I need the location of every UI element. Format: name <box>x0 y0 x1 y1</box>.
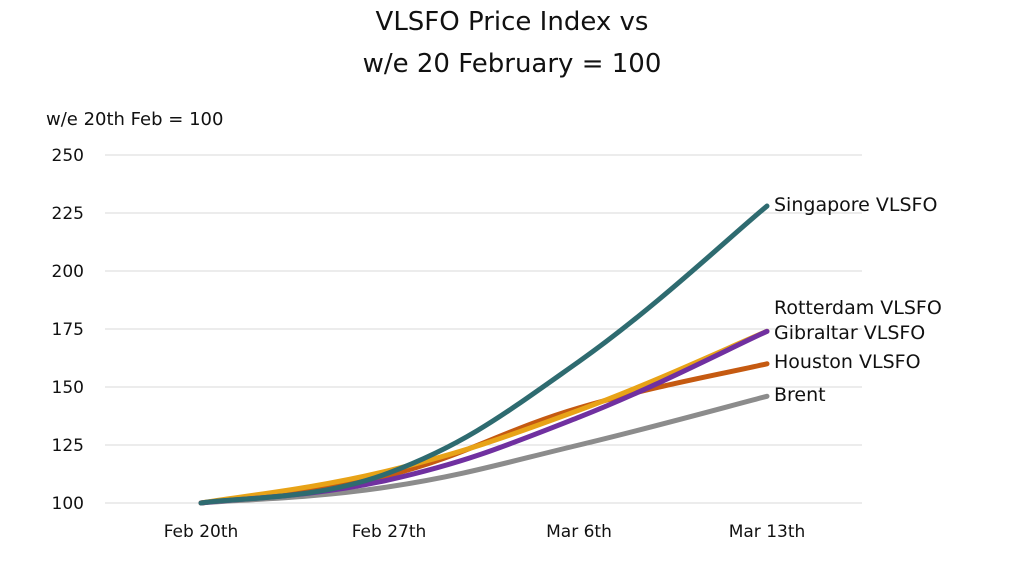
series-line-houston-vlsfo <box>198 361 770 506</box>
series-line-rotterdam-vlsfo <box>198 328 770 506</box>
chart-title-line-2: w/e 20 February = 100 <box>363 49 662 79</box>
series-label-gibraltar-vlsfo: Gibraltar VLSFO <box>774 322 925 344</box>
series-label-rotterdam-vlsfo: Rotterdam VLSFO <box>774 297 942 319</box>
y-tick-label: 175 <box>52 320 84 340</box>
series-label-houston-vlsfo: Houston VLSFO <box>774 351 921 373</box>
y-tick-label: 250 <box>52 146 84 166</box>
y-tick-label: 125 <box>52 436 84 456</box>
chart-title-line-1: VLSFO Price Index vs <box>376 7 649 37</box>
y-tick-label: 200 <box>52 262 84 282</box>
y-axis-label: w/e 20th Feb = 100 <box>46 109 223 130</box>
x-tick-label: Feb 27th <box>352 522 427 542</box>
y-tick-label: 100 <box>52 494 84 514</box>
x-tick-label: Mar 6th <box>546 522 612 542</box>
y-tick-label: 225 <box>52 204 84 224</box>
x-tick-label: Mar 13th <box>729 522 806 542</box>
series-label-singapore-vlsfo: Singapore VLSFO <box>774 194 937 216</box>
series-label-brent: Brent <box>774 384 826 406</box>
series-line-singapore-vlsfo <box>198 203 770 506</box>
series-line-brent <box>198 393 770 506</box>
x-tick-label: Feb 20th <box>164 522 239 542</box>
y-tick-label: 150 <box>52 378 84 398</box>
